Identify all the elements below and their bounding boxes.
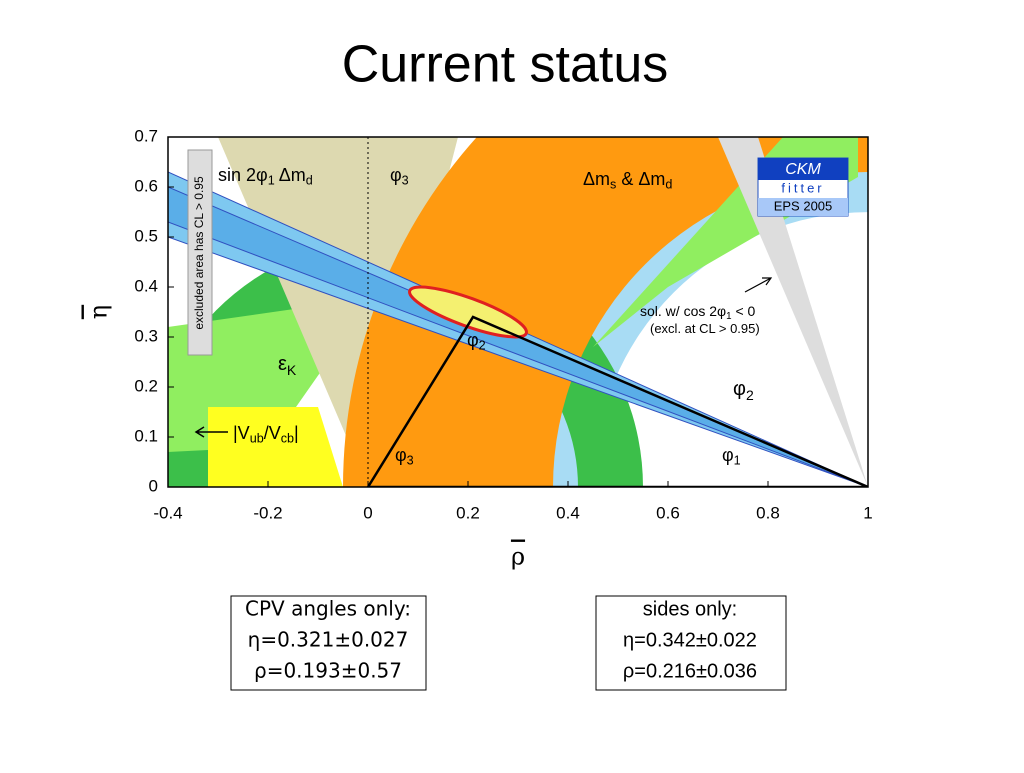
x-tick-label: -0.4: [153, 503, 182, 522]
x-tick-label: 1: [863, 503, 872, 522]
x-tick-label: -0.2: [253, 503, 282, 522]
annotation-subscript: 2: [746, 387, 754, 403]
y-axis-label: η: [85, 305, 113, 319]
result-box: [595, 595, 787, 691]
x-tick-label: 0.8: [756, 503, 780, 522]
y-tick-label: 0.5: [134, 226, 158, 245]
x-axis-label: ρ: [511, 543, 525, 571]
result-line: η=0.321±0.027: [248, 628, 409, 652]
result-box: [230, 595, 427, 691]
arrow: [194, 426, 228, 438]
x-tick-label: 0.4: [556, 503, 580, 522]
annotation-subscript: 1: [734, 454, 741, 468]
x-tick-label: 0: [363, 503, 372, 522]
annotation-subscript: 1: [726, 311, 731, 322]
annotation-text: sol. w/ cos 2φ: [640, 303, 726, 319]
annotation-subscript: 2: [479, 339, 486, 353]
y-tick-label: 0.7: [134, 126, 158, 145]
annotation-text: (excl. at CL > 0.95): [650, 321, 760, 336]
overlay: -0.4 -0.2 0 0.2 0.4 0.6 0.8 1 0 0.1 0.2 0.3 0.4 0.5 0.…: [85, 126, 873, 570]
annotation: |Vub/Vcb|: [233, 423, 299, 446]
logo-band: [758, 158, 848, 180]
annotation-text: φ: [390, 165, 402, 185]
annotation-text: Δm: [275, 165, 306, 185]
result-line: ρ=0.216±0.036: [623, 660, 757, 682]
plot-area: [168, 137, 868, 487]
annotation-subscript: cb: [281, 432, 294, 446]
annotation: sol. w/ cos 2φ1 < 0: [640, 303, 756, 322]
unitarity-triangle: [366, 315, 868, 487]
annotation-text: & Δm: [616, 169, 665, 189]
annotation: Δms & Δmd: [583, 169, 672, 192]
y-tick-label: 0.1: [134, 426, 158, 445]
constraint-region: [208, 407, 343, 487]
fit-region: [408, 285, 528, 339]
annotation-text: ε: [278, 353, 287, 375]
y-tick-label: 0.3: [134, 326, 158, 345]
annotation-text: Δm: [583, 169, 610, 189]
y-tick-label: 0: [149, 476, 158, 495]
note-box: [187, 149, 213, 356]
annotation-subscript: 1: [268, 174, 275, 188]
slide-title: Current status: [342, 36, 669, 94]
result-line: ρ=0.193±0.57: [254, 659, 402, 683]
annotation: φ2: [467, 330, 486, 353]
annotation-text: φ: [395, 445, 407, 465]
annotation: sin 2φ1 Δmd: [218, 165, 313, 188]
annotation-subscript: ub: [250, 432, 264, 446]
annotation: φ3: [390, 165, 409, 188]
annotation-text: /V: [264, 423, 281, 443]
annotation-text: φ: [733, 378, 746, 400]
annotation: (excl. at CL > 0.95): [650, 321, 760, 336]
arrow: [744, 277, 773, 293]
annotation-text: φ: [467, 330, 479, 350]
annotation-subscript: 3: [402, 174, 409, 188]
annotation-subscript: 3: [407, 454, 414, 468]
annotation-subscript: d: [306, 174, 313, 188]
logo-text: EPS 2005: [774, 198, 833, 213]
logo-text: CKM: [785, 161, 821, 178]
annotation-subscript: s: [610, 178, 616, 192]
annotation-text: |: [294, 423, 299, 443]
result-line: sides only:: [643, 598, 738, 620]
y-tick-label: 0.6: [134, 176, 158, 195]
constraint-region: [718, 137, 868, 487]
y-tick-label: 0.4: [134, 276, 158, 295]
side-note: excluded area has CL > 0.95: [192, 176, 206, 330]
result-line: η=0.342±0.022: [623, 629, 757, 651]
annotation-text: |V: [233, 423, 250, 443]
annotation-text: sin 2φ: [218, 165, 268, 185]
logo-text: fitter: [781, 180, 824, 195]
annotation-text: < 0: [732, 303, 756, 319]
annotation: φ3: [395, 445, 414, 468]
result-line: CPV angles only:: [245, 597, 411, 621]
annotation: φ1: [722, 445, 741, 468]
annotation-subscript: K: [287, 362, 297, 378]
x-tick-label: 0.6: [656, 503, 680, 522]
annotation-text: φ: [722, 445, 734, 465]
plot-frame: [167, 136, 869, 488]
logo-band: [758, 198, 848, 216]
constraint-region: [343, 137, 868, 487]
annotation: φ2: [733, 378, 754, 402]
x-tick-label: 0.2: [456, 503, 480, 522]
annotation: εK: [278, 353, 297, 377]
y-tick-label: 0.2: [134, 376, 158, 395]
annotation-subscript: d: [665, 178, 672, 192]
